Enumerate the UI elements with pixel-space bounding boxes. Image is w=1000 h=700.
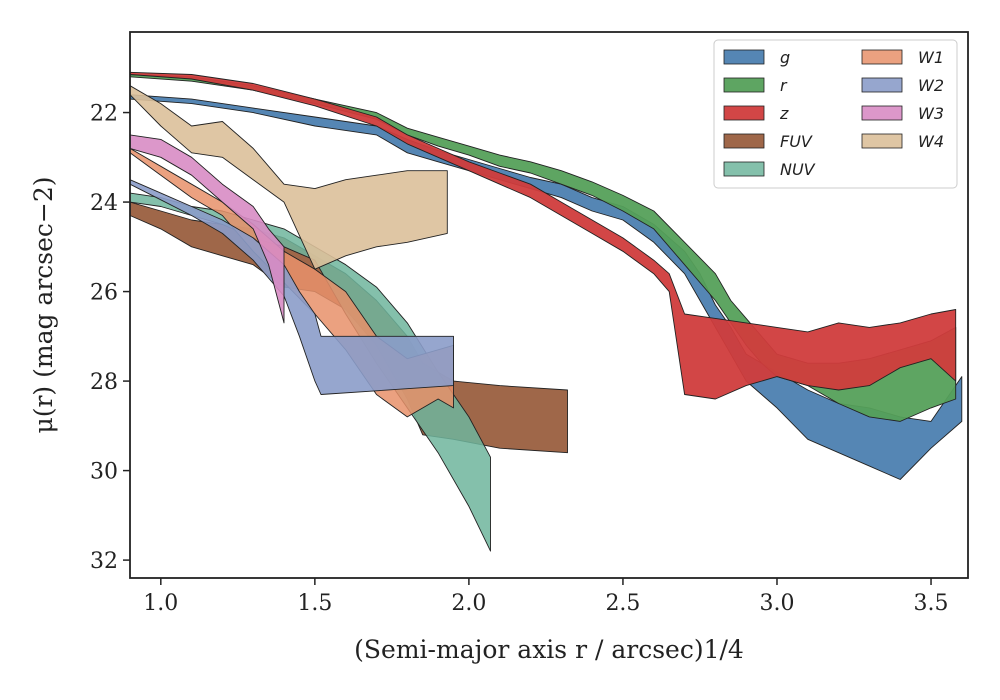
- y-tick-label: 22: [90, 102, 118, 127]
- legend-swatch-g: [723, 49, 765, 65]
- legend-swatch-nuv: [723, 161, 765, 177]
- y-tick-label: 26: [90, 281, 118, 306]
- x-tick-label: 3.5: [914, 591, 949, 616]
- y-tick-label: 30: [90, 460, 118, 485]
- plot-frame: [129, 31, 969, 579]
- series-area-w4: [129, 85, 448, 270]
- x-tick-label: 1.5: [297, 591, 332, 616]
- x-tick-label: 2.5: [605, 591, 640, 616]
- legend-swatch-fuv: [723, 133, 765, 149]
- legend-label-w1: W1: [918, 48, 944, 67]
- legend-swatch-w1: [861, 49, 903, 65]
- x-tick-label: 2.0: [451, 591, 486, 616]
- x-axis-title: (Semi-major axis r / arcsec)1/4: [354, 635, 744, 664]
- y-axis: 22 24 26 28 30 32: [90, 102, 130, 574]
- y-tick-label: 24: [90, 191, 118, 216]
- legend-swatch-w2: [861, 77, 903, 93]
- legend-label-w3: W3: [918, 104, 944, 123]
- series-area-w2: [129, 179, 454, 395]
- legend-label-w4: W4: [918, 132, 944, 151]
- legend-box: [713, 39, 958, 189]
- y-tick-label: 32: [90, 549, 118, 574]
- x-tick-label: 1.0: [143, 591, 178, 616]
- series-area-w3: [129, 134, 285, 324]
- legend-label-r: r: [780, 76, 788, 95]
- series-areas: [129, 71, 963, 552]
- legend: grz FUV NUV W1 W2 W3 W4: [713, 39, 958, 189]
- legend-label-fuv: FUV: [780, 132, 813, 151]
- x-axis: 1.0 1.5 2.0 2.5 3.0 3.5: [143, 578, 949, 616]
- legend-label-g: g: [780, 48, 790, 67]
- legend-label-w2: W2: [918, 76, 944, 95]
- legend-label-z: z: [779, 104, 789, 123]
- legend-swatch-w4: [861, 133, 903, 149]
- x-tick-label: 3.0: [759, 591, 794, 616]
- legend-label-nuv: NUV: [780, 160, 816, 179]
- legend-swatch-w3: [861, 105, 903, 121]
- legend-swatch-r: [723, 77, 765, 93]
- legend-swatch-z: [723, 105, 765, 121]
- y-axis-title: μ(r) (mag arcsec−2): [29, 176, 58, 433]
- series-area-z: [129, 71, 957, 400]
- y-tick-label: 28: [90, 370, 118, 395]
